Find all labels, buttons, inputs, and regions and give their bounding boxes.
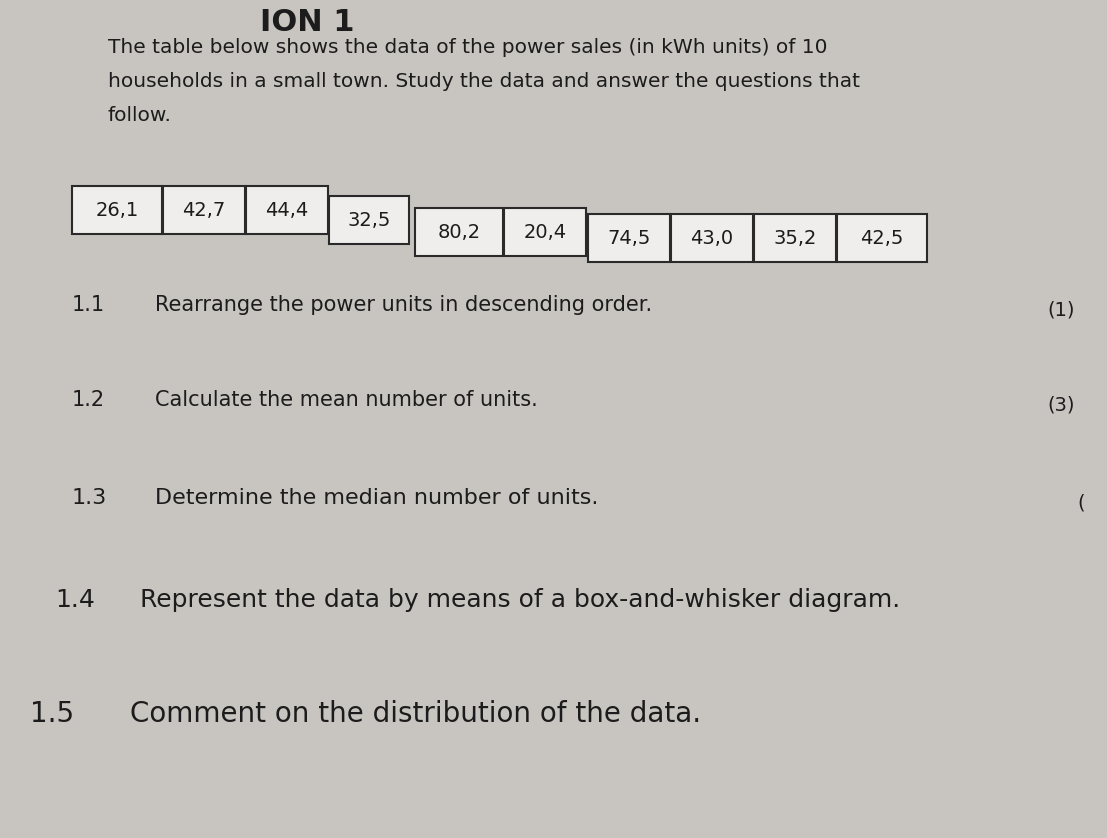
Text: 1.5: 1.5 [30,700,74,728]
Text: 44,4: 44,4 [266,200,309,220]
FancyBboxPatch shape [588,214,670,262]
Text: 20,4: 20,4 [524,223,567,241]
Text: (1): (1) [1047,300,1075,319]
Text: 1.4: 1.4 [55,588,95,612]
Text: 1.1: 1.1 [72,295,105,315]
FancyBboxPatch shape [754,214,836,262]
FancyBboxPatch shape [837,214,927,262]
Text: 42,7: 42,7 [183,200,226,220]
Text: 26,1: 26,1 [95,200,138,220]
Text: Determine the median number of units.: Determine the median number of units. [155,488,599,508]
Text: households in a small town. Study the data and answer the questions that: households in a small town. Study the da… [108,72,860,91]
FancyBboxPatch shape [72,186,162,234]
Text: Represent the data by means of a box-and-whisker diagram.: Represent the data by means of a box-and… [139,588,900,612]
FancyBboxPatch shape [415,208,503,256]
Text: Calculate the mean number of units.: Calculate the mean number of units. [155,390,538,410]
FancyBboxPatch shape [246,186,328,234]
Text: 42,5: 42,5 [860,229,903,247]
Text: 74,5: 74,5 [608,229,651,247]
Text: Rearrange the power units in descending order.: Rearrange the power units in descending … [155,295,652,315]
Text: 1.2: 1.2 [72,390,105,410]
Text: ION 1: ION 1 [260,8,354,37]
Text: 32,5: 32,5 [348,210,391,230]
FancyBboxPatch shape [329,196,408,244]
Text: 1.3: 1.3 [72,488,107,508]
Text: 80,2: 80,2 [437,223,480,241]
Text: The table below shows the data of the power sales (in kWh units) of 10: The table below shows the data of the po… [108,38,828,57]
Text: 35,2: 35,2 [774,229,817,247]
FancyBboxPatch shape [504,208,586,256]
Text: Comment on the distribution of the data.: Comment on the distribution of the data. [130,700,701,728]
FancyBboxPatch shape [671,214,753,262]
FancyBboxPatch shape [163,186,245,234]
Text: (3): (3) [1047,395,1075,414]
Text: 43,0: 43,0 [691,229,734,247]
Text: follow.: follow. [108,106,172,125]
Text: (: ( [1077,493,1085,512]
